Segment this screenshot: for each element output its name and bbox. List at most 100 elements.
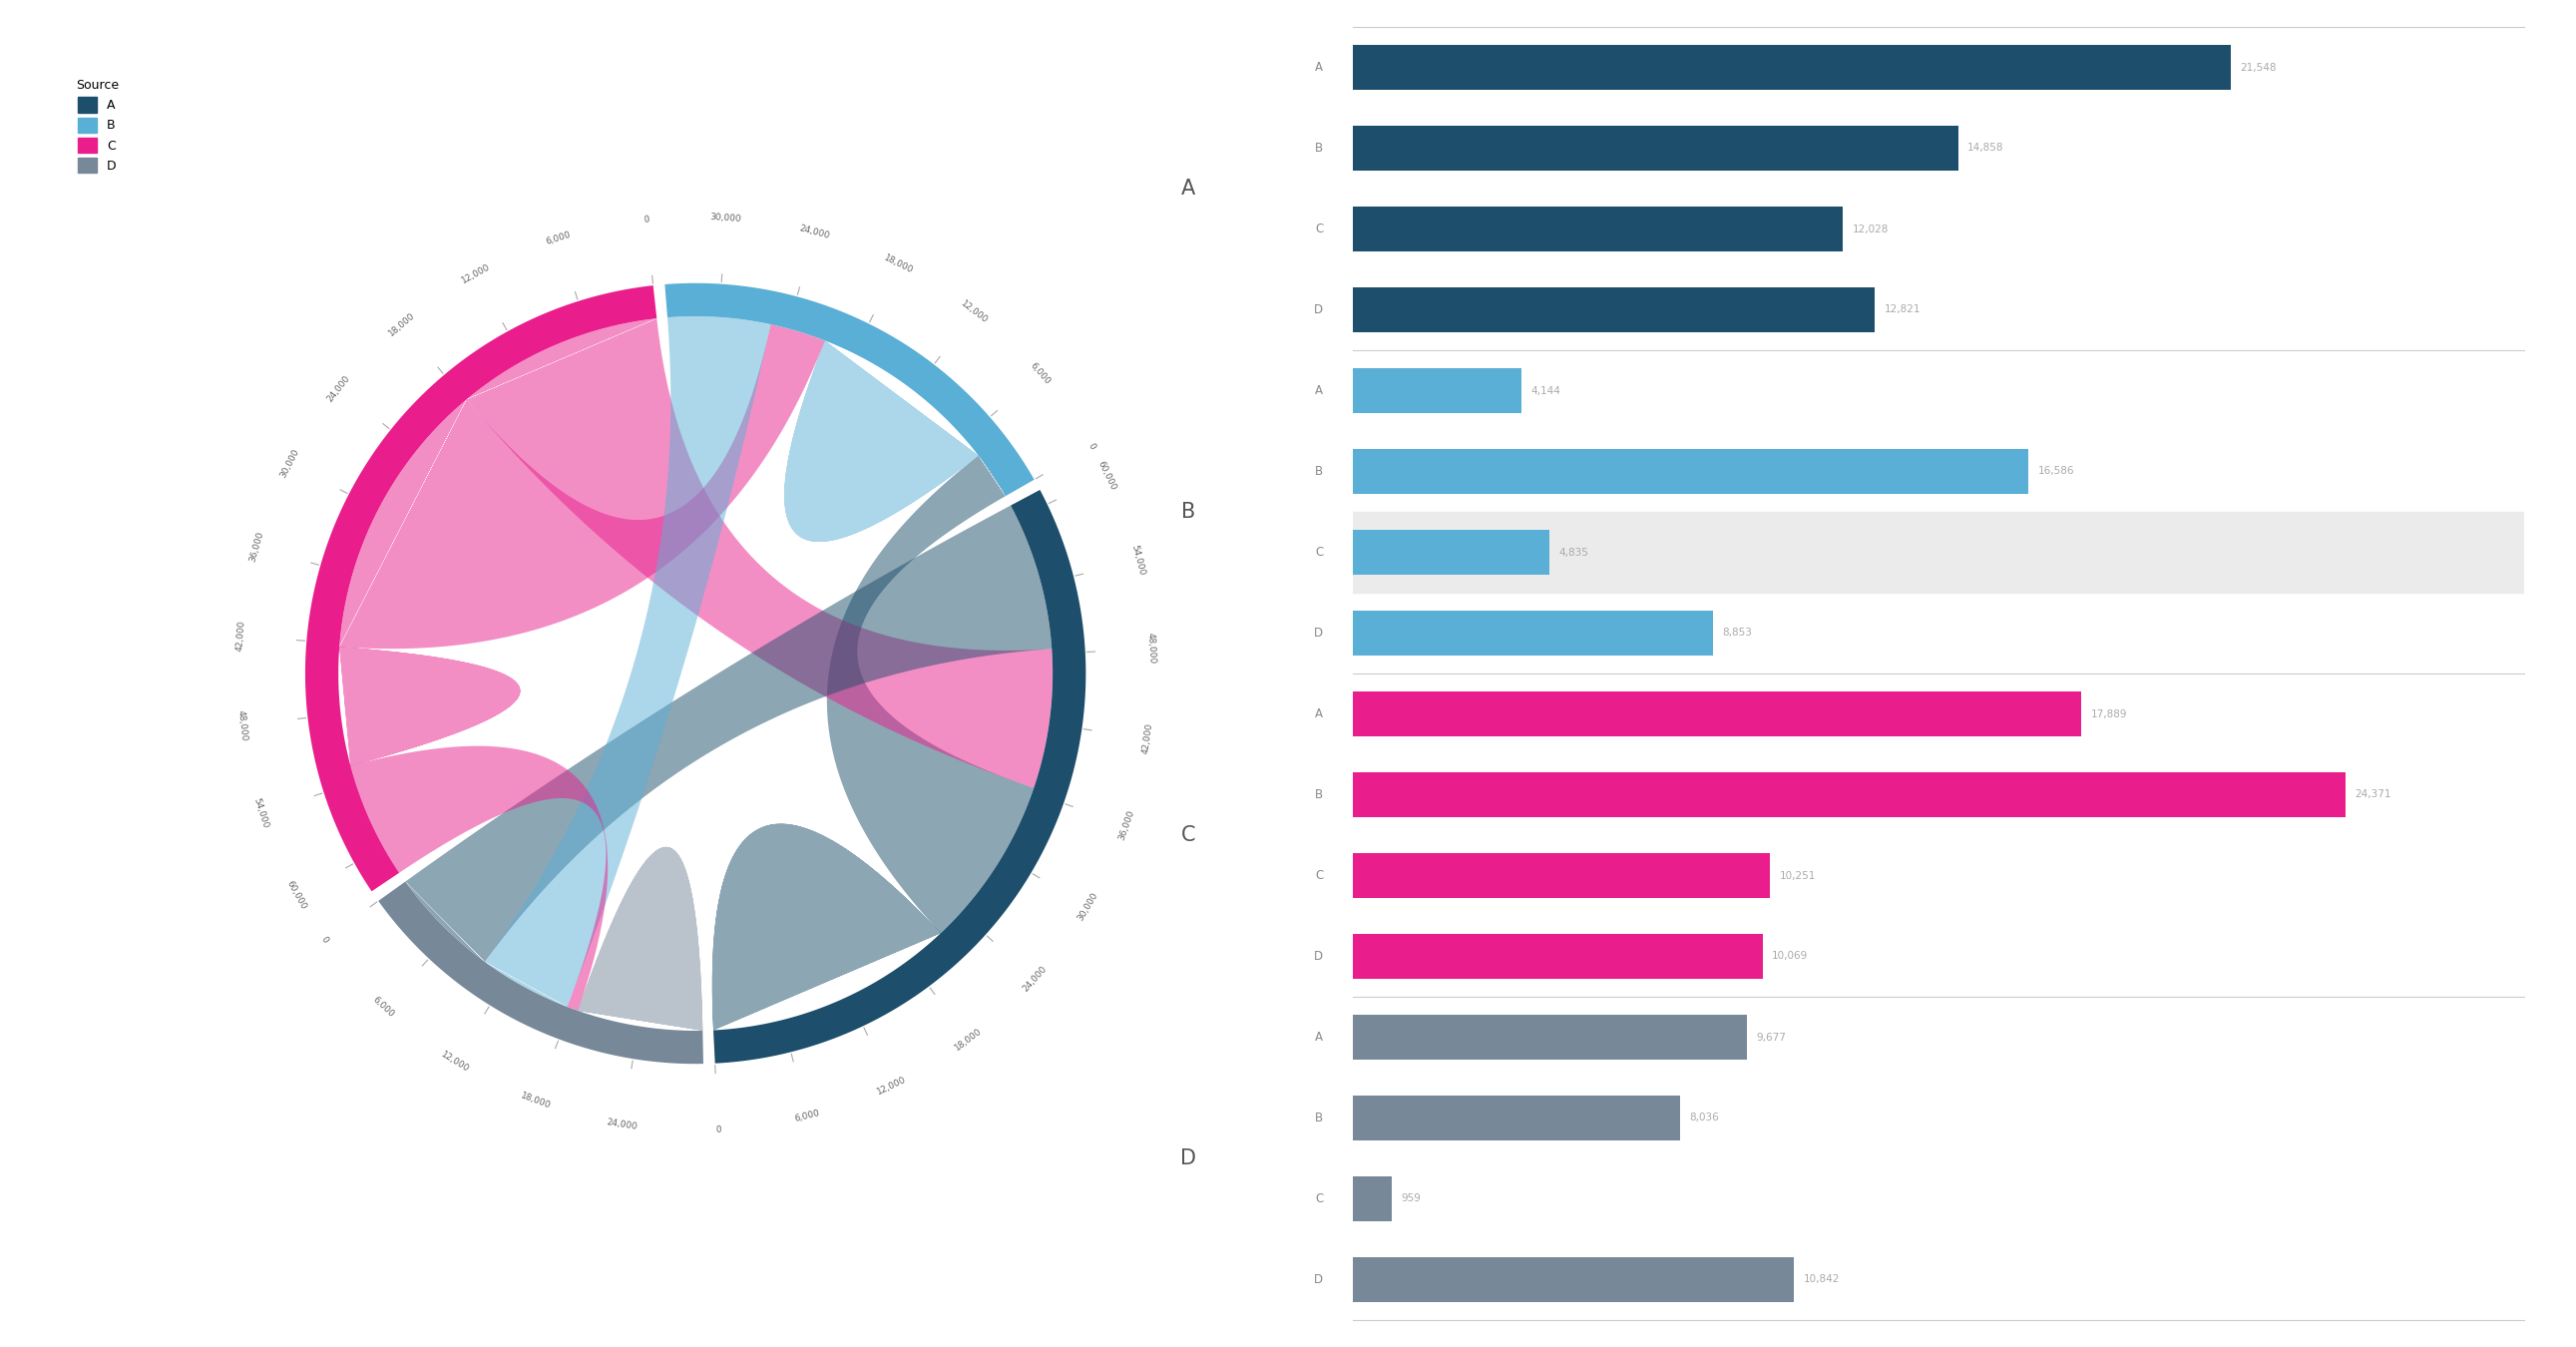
Polygon shape [304,286,657,892]
Text: 42,000: 42,000 [234,620,247,652]
Bar [1352,288,1875,333]
Text: 6,000: 6,000 [793,1109,822,1123]
Bar [1352,854,1770,897]
Text: D: D [1314,303,1324,317]
Text: C: C [1314,546,1324,559]
Polygon shape [665,283,1036,496]
Polygon shape [340,325,824,649]
Text: 0: 0 [319,935,330,944]
Bar [1352,612,1713,656]
Text: 6,000: 6,000 [371,995,397,1020]
Text: D: D [1314,626,1324,640]
Bar [1352,127,1958,171]
Text: 24,000: 24,000 [1020,964,1048,994]
Text: 18,000: 18,000 [953,1026,984,1052]
Legend: A, B, C, D: A, B, C, D [70,74,124,178]
Bar [1352,1258,1795,1301]
Text: 0: 0 [716,1125,721,1134]
Polygon shape [350,746,608,1010]
Text: C: C [1314,869,1324,882]
Text: B: B [1314,788,1324,801]
Text: B: B [1314,1111,1324,1125]
Text: 959: 959 [1401,1193,1422,1204]
Text: D: D [1314,1273,1324,1286]
Bar [1352,531,1548,574]
Polygon shape [484,317,770,1006]
Text: 21,548: 21,548 [2241,62,2277,73]
Text: 30,000: 30,000 [1077,890,1100,923]
Text: A: A [1316,707,1324,721]
Text: 12,000: 12,000 [876,1075,907,1096]
Text: D: D [1180,1149,1195,1168]
Polygon shape [466,318,1054,788]
Text: 6,000: 6,000 [544,230,572,247]
Text: 16,586: 16,586 [2038,466,2074,477]
Text: 18,000: 18,000 [520,1091,551,1111]
Text: C: C [1314,222,1324,236]
Text: 18,000: 18,000 [386,311,417,338]
Text: 36,000: 36,000 [247,531,265,563]
Text: 24,000: 24,000 [799,224,829,241]
Text: 0: 0 [641,214,649,224]
Text: 6,000: 6,000 [1028,361,1051,387]
Text: 18,000: 18,000 [881,253,914,275]
Polygon shape [379,882,703,1064]
Text: 60,000: 60,000 [1097,459,1118,492]
Text: 48,000: 48,000 [234,709,247,741]
Text: 8,853: 8,853 [1723,628,1752,638]
Bar [1352,450,2027,494]
Text: 12,028: 12,028 [1852,224,1888,234]
Text: 9,677: 9,677 [1757,1032,1785,1043]
Text: 54,000: 54,000 [1128,543,1146,577]
Bar [1352,207,1842,252]
Text: 30,000: 30,000 [278,447,301,480]
Text: 48,000: 48,000 [1146,633,1157,664]
Text: 30,000: 30,000 [711,213,742,224]
Text: A: A [1316,61,1324,74]
Bar [1352,46,2231,90]
Text: 14,858: 14,858 [1968,143,2004,154]
Text: D: D [1314,950,1324,963]
Bar [1352,692,2081,735]
Text: 42,000: 42,000 [1141,722,1154,754]
Text: 24,371: 24,371 [2354,789,2391,800]
Polygon shape [714,490,1087,1063]
Polygon shape [404,505,1051,962]
Polygon shape [577,847,703,1030]
Text: 0: 0 [1087,442,1097,451]
Bar [1352,773,2347,816]
Text: 17,889: 17,889 [2092,709,2128,719]
Text: 4,835: 4,835 [1558,547,1589,558]
Text: 54,000: 54,000 [252,796,270,830]
Text: 12,000: 12,000 [459,261,492,284]
Text: 36,000: 36,000 [1118,810,1136,842]
Bar [1352,1016,1747,1059]
Bar [1352,512,2524,593]
Text: B: B [1314,141,1324,155]
Text: 12,000: 12,000 [958,299,989,325]
Text: 60,000: 60,000 [286,880,309,912]
Text: 24,000: 24,000 [325,373,353,403]
Bar [1352,1096,1680,1140]
Text: A: A [1182,179,1195,198]
Polygon shape [711,824,940,1030]
Text: C: C [1314,1192,1324,1206]
Bar [1352,935,1762,978]
Text: 4,144: 4,144 [1530,385,1561,396]
Text: 10,069: 10,069 [1772,951,1808,962]
Text: C: C [1180,826,1195,845]
Bar [1352,369,1522,412]
Polygon shape [337,647,520,766]
Text: 10,251: 10,251 [1780,870,1816,881]
Polygon shape [827,455,1033,933]
Text: 8,036: 8,036 [1690,1113,1718,1123]
Text: A: A [1316,384,1324,397]
Text: 12,821: 12,821 [1883,304,1922,315]
Text: B: B [1182,502,1195,521]
Text: 12,000: 12,000 [440,1049,471,1074]
Bar [1352,1177,1391,1220]
Text: 10,842: 10,842 [1803,1274,1839,1285]
Text: 24,000: 24,000 [605,1118,639,1131]
Text: B: B [1314,465,1324,478]
Text: A: A [1316,1030,1324,1044]
